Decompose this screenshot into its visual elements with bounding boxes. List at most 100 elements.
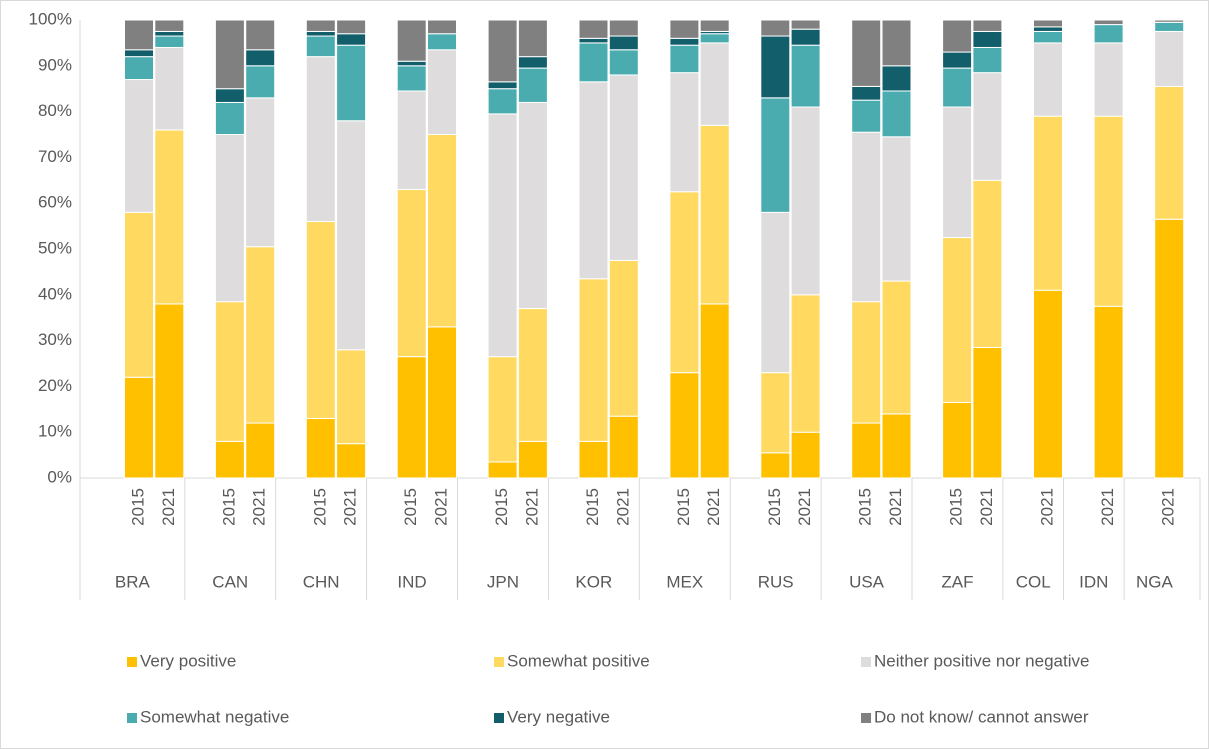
bar-segment bbox=[881, 136, 912, 282]
group-label: KOR bbox=[575, 572, 612, 591]
bar-segment bbox=[608, 49, 639, 76]
x-tick-label: 2021 bbox=[795, 488, 814, 526]
bar-segment bbox=[517, 67, 548, 103]
bar-segment bbox=[487, 81, 518, 90]
bar-segment bbox=[427, 134, 457, 328]
bar-segment bbox=[214, 134, 245, 303]
bar-segment bbox=[305, 56, 336, 223]
bar-segment bbox=[336, 33, 367, 46]
bar-segment bbox=[942, 401, 973, 479]
group-label: NGA bbox=[1136, 572, 1174, 591]
bar-segment bbox=[305, 417, 336, 479]
x-tick-label: 2021 bbox=[977, 488, 996, 526]
group-label: BRA bbox=[115, 572, 151, 591]
bar-segment bbox=[942, 106, 973, 239]
bar-segment bbox=[1093, 115, 1124, 307]
bar-segment bbox=[669, 37, 700, 46]
bar-segment bbox=[154, 46, 185, 131]
bar-segment bbox=[851, 99, 882, 133]
bar-segment bbox=[487, 19, 518, 83]
bar-segment bbox=[578, 278, 609, 442]
bar-segment bbox=[336, 44, 367, 122]
bar-segment bbox=[972, 346, 1003, 479]
bar-segment bbox=[1033, 19, 1063, 28]
bar-segment bbox=[154, 19, 185, 32]
bar-segment bbox=[517, 440, 548, 479]
group-label: IND bbox=[397, 572, 426, 591]
bar-segment bbox=[851, 131, 882, 303]
legend-swatch bbox=[861, 657, 871, 667]
bar-segment bbox=[972, 46, 1003, 74]
bar-segment bbox=[760, 452, 791, 479]
group-label: MEX bbox=[666, 572, 703, 591]
legend-swatch bbox=[127, 713, 137, 723]
x-tick-label: 2015 bbox=[492, 488, 511, 526]
bar-segment bbox=[124, 19, 154, 51]
bar-segment bbox=[669, 191, 700, 374]
bar-segment bbox=[1154, 19, 1185, 23]
bar-segment bbox=[124, 211, 154, 378]
bar-segment bbox=[1154, 30, 1185, 87]
bar-segment bbox=[124, 56, 154, 81]
bar-segment bbox=[1033, 42, 1063, 117]
bar-segment bbox=[396, 60, 427, 67]
x-tick-label: 2015 bbox=[674, 488, 693, 526]
bar-segment bbox=[699, 33, 730, 44]
bar-segment bbox=[972, 19, 1003, 32]
bar-segment bbox=[669, 44, 700, 74]
bar-segment bbox=[487, 356, 518, 463]
bar-segment bbox=[214, 440, 245, 479]
bar-segment bbox=[1033, 26, 1063, 32]
x-tick-label: 2015 bbox=[219, 488, 238, 526]
bar-segment bbox=[124, 376, 154, 479]
legend-label: Do not know/ cannot answer bbox=[874, 707, 1089, 726]
bar-segment bbox=[305, 30, 336, 37]
bar-segment bbox=[214, 101, 245, 136]
bar-segment bbox=[124, 79, 154, 213]
x-tick-label: 2015 bbox=[765, 488, 784, 526]
x-tick-label: 2015 bbox=[947, 488, 966, 526]
bar-segment bbox=[1033, 289, 1063, 479]
bar-segment bbox=[578, 440, 609, 479]
bar-segment bbox=[124, 49, 154, 58]
bar-segment bbox=[578, 37, 609, 44]
legend-swatch bbox=[494, 657, 504, 667]
bar-segment bbox=[608, 74, 639, 261]
bar-segment bbox=[245, 246, 276, 424]
legend-swatch bbox=[861, 713, 871, 723]
bar-segment bbox=[305, 19, 336, 32]
bar-segment bbox=[669, 72, 700, 193]
bar-segment bbox=[336, 349, 367, 445]
y-tick-label: 40% bbox=[38, 284, 72, 303]
group-label: COL bbox=[1016, 572, 1051, 591]
x-tick-label: 2021 bbox=[704, 488, 723, 526]
legend-swatch bbox=[127, 657, 137, 667]
bar-segment bbox=[972, 179, 1003, 348]
bar-segment bbox=[517, 19, 548, 58]
bar-segment bbox=[578, 42, 609, 83]
bar-segment bbox=[608, 35, 639, 51]
bar-segment bbox=[1093, 42, 1124, 117]
y-tick-label: 50% bbox=[38, 238, 72, 257]
bar-segment bbox=[517, 56, 548, 69]
bar-segment bbox=[396, 188, 427, 358]
bar-segment bbox=[699, 303, 730, 479]
bar-segment bbox=[760, 211, 791, 374]
bar-segment bbox=[214, 88, 245, 103]
bar-segment bbox=[760, 372, 791, 454]
bar-segment bbox=[942, 51, 973, 69]
bar-segment bbox=[851, 422, 882, 479]
x-tick-label: 2015 bbox=[401, 488, 420, 526]
bar-segment bbox=[154, 129, 185, 305]
group-label: CAN bbox=[212, 572, 248, 591]
x-tick-label: 2015 bbox=[310, 488, 329, 526]
legend-label: Somewhat negative bbox=[140, 707, 289, 726]
bar-segment bbox=[578, 81, 609, 280]
bar-segment bbox=[790, 106, 821, 296]
bar-segment bbox=[851, 19, 882, 87]
bar-segment bbox=[881, 90, 912, 138]
bar-segment bbox=[760, 97, 791, 213]
bar-segment bbox=[1093, 24, 1124, 44]
bar-segment bbox=[214, 301, 245, 442]
